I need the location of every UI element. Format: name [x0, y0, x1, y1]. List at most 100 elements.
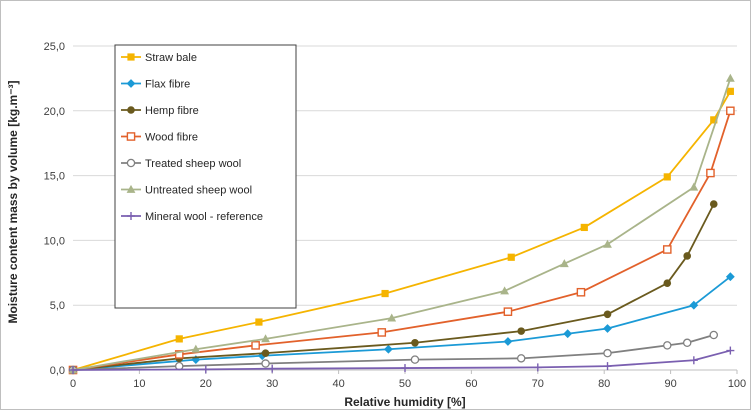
data-point	[261, 349, 270, 357]
data-point	[689, 300, 699, 310]
x-tick-label: 80	[598, 378, 610, 390]
series-1	[68, 272, 735, 375]
data-point	[401, 364, 409, 373]
data-point	[663, 279, 672, 287]
data-point	[517, 327, 525, 335]
data-point	[191, 344, 201, 353]
series-4	[68, 330, 719, 375]
data-point	[69, 366, 77, 374]
legend-label: Mineral wool - reference	[145, 211, 263, 223]
x-tick-label: 40	[332, 378, 344, 390]
data-point	[580, 223, 588, 232]
y-tick-label: 0,0	[50, 365, 65, 377]
data-point	[384, 344, 393, 354]
data-point	[563, 329, 573, 339]
data-point	[603, 348, 612, 358]
legend-label: Hemp fibre	[145, 105, 199, 117]
data-point	[663, 173, 671, 181]
legend-item: Hemp fibre	[121, 105, 199, 117]
data-point	[689, 356, 698, 365]
data-point	[709, 330, 719, 340]
data-point	[268, 364, 277, 373]
data-point	[710, 116, 718, 124]
legend-marker	[126, 184, 136, 193]
data-point	[603, 239, 612, 248]
data-point	[682, 338, 692, 348]
legend-marker	[127, 106, 135, 114]
x-tick-label: 30	[266, 378, 278, 390]
y-tick-label: 5,0	[50, 300, 65, 312]
data-point	[503, 307, 513, 316]
legend-item: Wood fibre	[121, 132, 198, 144]
data-point	[533, 363, 542, 372]
legend-item: Mineral wool - reference	[121, 211, 263, 223]
data-point	[174, 350, 184, 359]
legend-box	[114, 44, 297, 309]
y-tick-label: 25,0	[44, 41, 65, 53]
legend-item: Straw bale	[121, 52, 197, 64]
legend-item: Flax fibre	[121, 79, 190, 91]
legend-label: Flax fibre	[145, 79, 190, 91]
data-point	[726, 87, 734, 95]
data-series	[68, 73, 735, 375]
data-point	[726, 346, 735, 355]
data-point	[662, 245, 672, 254]
data-point	[175, 335, 183, 343]
data-point	[411, 338, 419, 347]
data-point	[500, 286, 509, 295]
y-tick-label: 20,0	[44, 106, 65, 118]
data-point	[507, 253, 515, 261]
x-tick-label: 60	[465, 378, 477, 390]
data-point	[410, 355, 420, 364]
data-point	[663, 341, 672, 350]
x-tick-label: 90	[664, 378, 676, 390]
x-tick-label: 0	[70, 378, 76, 390]
x-tick-label: 20	[200, 378, 212, 390]
data-point	[251, 341, 260, 350]
legend-label: Wood fibre	[145, 132, 198, 144]
x-tick-label: 50	[399, 378, 411, 390]
legend-label: Straw bale	[145, 52, 197, 64]
data-point	[503, 337, 513, 346]
data-point	[201, 365, 210, 374]
legend-marker	[126, 79, 136, 88]
data-point	[387, 313, 397, 322]
series-6	[69, 346, 735, 374]
data-point	[377, 328, 387, 337]
data-point	[559, 259, 569, 268]
y-tick-label: 10,0	[44, 235, 65, 247]
data-point	[381, 289, 389, 298]
data-point	[603, 324, 612, 333]
data-point	[261, 359, 270, 368]
data-point	[516, 354, 526, 363]
legend-marker	[127, 212, 135, 220]
data-point	[725, 272, 735, 282]
data-point	[255, 318, 263, 326]
data-point	[683, 252, 691, 260]
data-point	[261, 334, 270, 343]
legend-marker	[126, 132, 136, 141]
x-axis-title: Relative humidity [%]	[344, 395, 465, 409]
data-point	[706, 168, 715, 178]
data-point	[603, 362, 612, 371]
series-5	[68, 73, 735, 374]
series-3	[68, 106, 735, 375]
data-point	[603, 310, 612, 319]
data-point	[726, 106, 735, 116]
y-axis-title: Moisture content mass by volume [kg.m⁻³]	[6, 80, 20, 323]
data-point	[709, 200, 718, 208]
legend-label: Untreated sheep wool	[145, 185, 252, 197]
legend: Straw bale Flax fibre Hemp fibre Wood fibre…	[114, 44, 297, 309]
series-line	[72, 349, 731, 371]
data-point	[725, 73, 735, 82]
legend-item: Treated sheep wool	[121, 158, 241, 170]
legend-item: Untreated sheep wool	[121, 185, 252, 197]
data-point	[689, 182, 699, 191]
legend-marker	[126, 158, 136, 168]
legend-marker	[127, 53, 135, 61]
x-tick-label: 100	[728, 378, 746, 390]
x-tick-label: 70	[532, 378, 544, 390]
data-point	[576, 287, 586, 297]
